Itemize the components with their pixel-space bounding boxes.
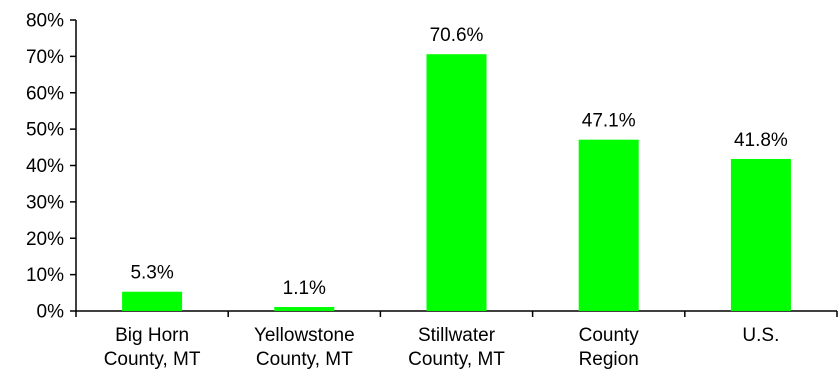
x-tick-label: U.S. [742, 325, 779, 346]
x-tick-label: Region [579, 349, 639, 370]
bar [730, 158, 791, 311]
y-tick-label: 0% [37, 302, 65, 323]
y-tick-label: 50% [26, 120, 64, 141]
y-tick-label: 20% [26, 229, 64, 250]
x-tick-label: County, MT [256, 349, 353, 370]
y-tick-label: 70% [26, 47, 64, 68]
data-labels: 5.3% 1.1% 70.6% 47.1% 41.8% [130, 25, 787, 299]
data-label: 41.8% [734, 130, 788, 151]
x-tick-label: County, MT [408, 349, 505, 370]
data-label: 70.6% [430, 25, 484, 46]
x-tick-label: County, MT [104, 349, 201, 370]
y-tick-label: 10% [26, 265, 64, 286]
y-tick-label: 60% [26, 83, 64, 104]
data-label: 47.1% [582, 111, 636, 132]
x-axis: Big Horn County, MT Yellowstone County, MT S… [75, 310, 838, 370]
x-tick-label: Stillwater [418, 325, 496, 346]
x-tick-label: Yellowstone [254, 325, 355, 346]
bar [122, 291, 183, 311]
data-label: 5.3% [130, 263, 173, 284]
y-tick-label: 40% [26, 156, 64, 177]
bar [426, 54, 487, 311]
bars [122, 54, 791, 311]
x-tick-label: Big Horn [115, 325, 189, 346]
data-label: 1.1% [283, 278, 326, 299]
y-axis: 0% 10% 20% 30% 40% 50% 60% 70% 80% [26, 11, 77, 323]
bar [578, 139, 639, 311]
y-tick-label: 30% [26, 192, 64, 213]
bar [274, 306, 335, 311]
y-tick-label: 80% [26, 11, 64, 32]
x-tick-label: County [579, 325, 640, 346]
